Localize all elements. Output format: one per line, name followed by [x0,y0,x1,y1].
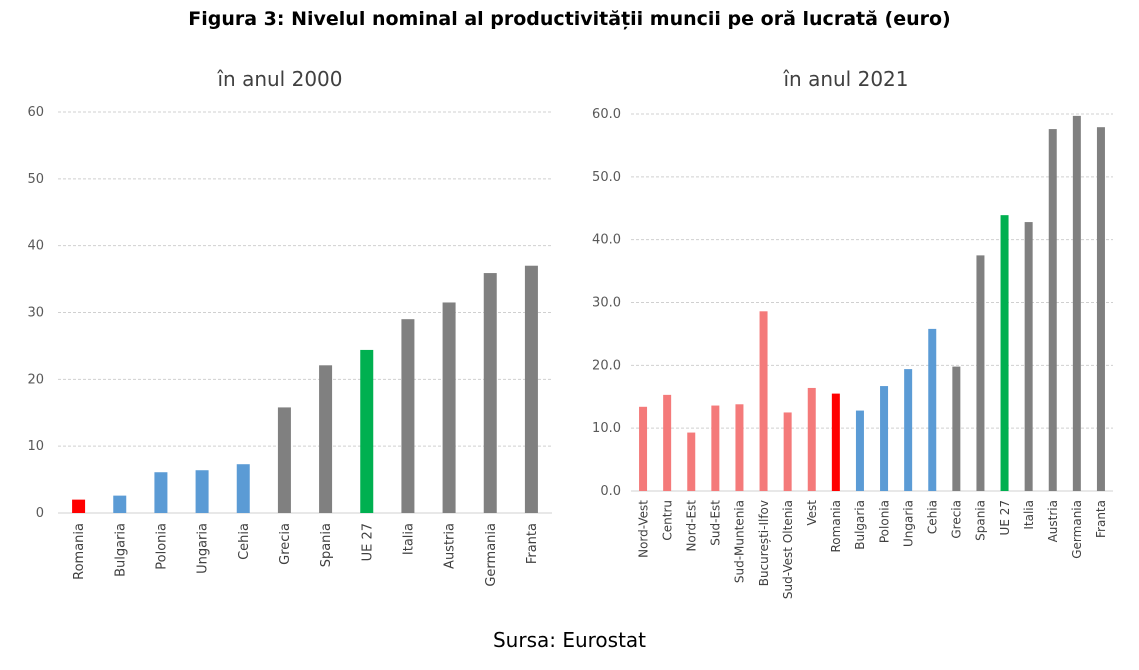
y-tick-label: 0 [36,506,44,521]
x-tick-label: Spania [319,523,334,567]
x-tick-label: Bulgaria [113,523,128,577]
bar [807,387,816,491]
bar [483,273,497,513]
bar [1024,222,1033,491]
y-tick-label: 30 [27,306,44,321]
chart-title-2021: în anul 2021 [782,67,908,91]
bar [360,349,374,513]
x-tick-label: Grecia [950,500,964,539]
bar [711,405,720,491]
bar [904,369,913,491]
x-tick-label: Franta [1094,500,1108,538]
x-tick-label: Centru [660,500,674,541]
y-tick-label: 40 [27,239,44,254]
x-tick-label: Germania [1070,500,1084,559]
chart-2000: în anul 2000 0 10 20 30 40 50 60 Romania Bulgar… [27,67,552,587]
y-tick-label: 20 [27,372,44,387]
x-tick-label: Polonia [154,523,169,570]
bar [1000,215,1009,491]
bar [1072,115,1081,491]
bar [639,406,648,491]
bar [735,404,744,491]
bar [236,464,250,513]
bar [783,412,792,491]
x-tick-label: Nord-Est [684,500,698,552]
bar [113,495,127,513]
y-tick-label: 20.0 [592,358,621,373]
x-tick-label: Cehia [925,500,939,534]
y-tick-label: 50.0 [592,170,621,185]
bar [952,366,961,491]
x-tick-label: Franta [525,523,540,564]
x-tick-label: Ungaria [901,500,915,547]
y-tick-label: 60 [27,105,44,120]
y-tick-label: 60.0 [592,107,621,122]
y-tick-label: 50 [27,172,44,187]
bar [195,470,209,513]
x-tick-label: Grecia [278,523,293,565]
x-tick-label: Sud-Vest Oltenia [781,500,795,599]
x-tick-label: Ungaria [196,523,211,574]
x-tick-label: Germania [484,523,499,587]
bar [401,319,415,513]
bar [277,407,291,513]
x-tick-label: Bulgaria [853,500,867,550]
bar [442,302,456,513]
figure-title: Figura 3: Nivelul nominal al productivit… [188,8,951,30]
x-tick-label: Nord-Vest [636,500,650,558]
y-tick-label: 10.0 [592,421,621,436]
x-tick-label: Austria [443,523,458,569]
chart-2021: în anul 2021 0.0 10.0 20.0 30.0 40.0 50.0 60.0… [592,67,1113,599]
bar [687,432,696,491]
x-tick-label: UE 27 [998,500,1012,535]
bar [319,365,333,513]
bar [855,410,864,491]
y-tick-label: 40.0 [592,233,621,248]
bar [928,328,937,491]
bar [72,499,86,513]
x-tick-label: Sud-Muntenia [733,500,747,583]
bar [976,255,985,491]
chart-title-2000: în anul 2000 [216,67,342,91]
x-tick-label: Romania [829,500,843,552]
y-tick-label: 10 [27,439,44,454]
bar [1048,129,1057,491]
y-tick-label: 0.0 [600,484,621,499]
x-tick-label: Cehia [237,523,252,560]
y-tick-label: 30.0 [592,296,621,311]
bar [880,386,889,491]
bar [831,393,840,491]
x-tick-label: UE 27 [360,523,375,561]
x-tick-label: Sud-Est [709,500,723,546]
bar [524,265,538,513]
source-note: Sursa: Eurostat [492,628,647,652]
bar [1096,127,1105,491]
x-tick-label: Italia [401,523,416,555]
x-tick-label: Vest [805,500,819,526]
bar [154,472,168,513]
x-tick-label: Romania [72,523,87,580]
x-tick-label: Italia [1022,500,1036,530]
x-tick-label: București-Ilfov [757,500,771,586]
bar [759,311,768,491]
bar [663,394,672,491]
x-tick-label: Spania [974,500,988,541]
x-tick-label: Polonia [877,500,891,543]
x-tick-label: Austria [1046,500,1060,542]
